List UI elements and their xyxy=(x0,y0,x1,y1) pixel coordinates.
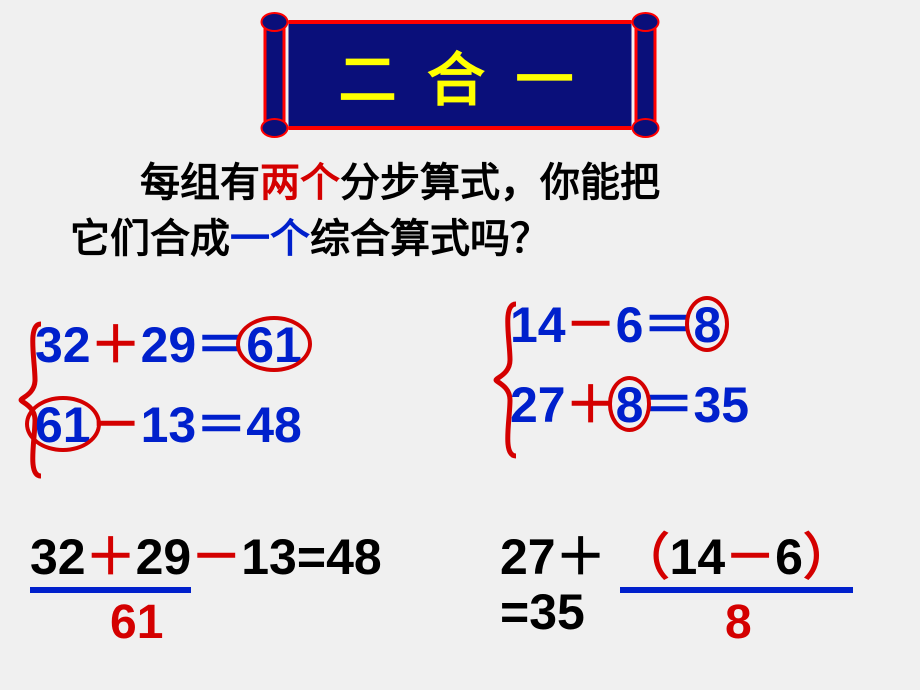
eq-r2-b: 8 xyxy=(616,380,644,430)
title-banner: 二 合 一 xyxy=(260,20,659,130)
cr-a: 27 xyxy=(500,529,556,585)
eq-r1-op: － xyxy=(566,297,616,353)
cl-op1: ＋ xyxy=(86,529,136,585)
eq-l2-b: 13 xyxy=(141,397,197,453)
eq-l2-r: 48 xyxy=(246,397,302,453)
combined-right-sub: 8 xyxy=(725,595,752,650)
eq-r1-r: 8 xyxy=(693,300,721,350)
cl-c: 13 xyxy=(241,529,297,585)
cr-op2: － xyxy=(725,529,775,585)
eq-right-1: 14－6＝8 xyxy=(510,300,749,380)
eq-left-1: 32＋29＝61 xyxy=(35,320,302,400)
prompt-l2-blue: 一个 xyxy=(230,216,310,261)
combined-right: 27＋ （14－6） =35 xyxy=(500,530,920,640)
eq-r2-a: 27 xyxy=(510,377,566,433)
eq-l1-r: 61 xyxy=(246,320,302,370)
scroll-end-left xyxy=(260,20,288,130)
prompt-l2-after: 综合算式吗？ xyxy=(310,216,550,261)
eq-r1-b: 6 xyxy=(616,297,644,353)
cr-c: 6 xyxy=(775,529,803,585)
scroll-end-right xyxy=(632,20,660,130)
cl-op2: － xyxy=(191,529,241,585)
eq-l1-a: 32 xyxy=(35,317,91,373)
eq-l1-op: ＋ xyxy=(91,317,141,373)
banner-title: 二 合 一 xyxy=(338,33,581,117)
group-left: 32＋29＝61 61－13＝48 xyxy=(35,320,302,480)
cl-a: 32 xyxy=(30,529,86,585)
cr-b: 14 xyxy=(670,529,726,585)
eq-l1-b: 29 xyxy=(141,317,197,373)
prompt-l1-red: 两个 xyxy=(260,160,340,205)
eq-r1-a: 14 xyxy=(510,297,566,353)
eq-l2-eq: ＝ xyxy=(196,397,246,453)
group-right: 14－6＝8 27＋8＝35 xyxy=(510,300,749,460)
banner-body: 二 合 一 xyxy=(288,20,631,130)
cr-op1: ＋ xyxy=(556,529,606,585)
prompt-l2-prefix: 它们合成 xyxy=(70,216,230,261)
eq-left-2: 61－13＝48 xyxy=(35,400,302,480)
cr-eq: = xyxy=(500,584,529,640)
eq-right-2: 27＋8＝35 xyxy=(510,380,749,460)
cr-r: 35 xyxy=(529,584,585,640)
eq-r2-r: 35 xyxy=(693,377,749,433)
cr-lparen: （ xyxy=(620,529,670,585)
cl-b: 29 xyxy=(136,529,192,585)
cr-rparen: ） xyxy=(803,529,853,585)
cl-r: 48 xyxy=(326,529,382,585)
combined-left: 32＋29－13=48 xyxy=(30,530,382,585)
cl-eq: = xyxy=(297,529,326,585)
combined-left-sub: 61 xyxy=(110,595,163,650)
prompt-l1-after: 分步算式，你能把 xyxy=(340,160,660,205)
eq-l2-a: 61 xyxy=(35,400,91,450)
prompt-l1-prefix: 每组有 xyxy=(140,160,260,205)
prompt-text: 每组有两个分步算式，你能把 它们合成一个综合算式吗？ xyxy=(70,155,850,267)
